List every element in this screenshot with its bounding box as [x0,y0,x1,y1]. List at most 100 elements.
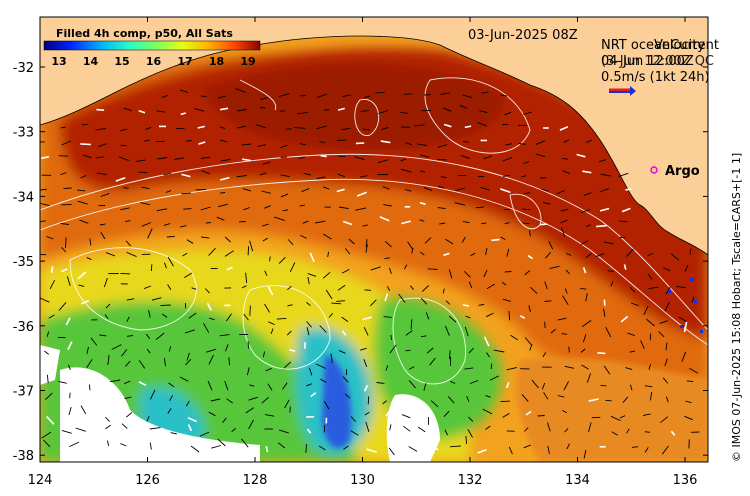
velocity-arrow [163,172,172,176]
velocity-arrow [684,264,689,272]
velocity-arrow [443,123,452,128]
velocity-arrow [40,297,50,303]
velocity-arrow [225,313,232,322]
velocity-arrow [543,202,551,205]
velocity-arrow [389,344,397,354]
velocity-arrow [77,189,86,192]
velocity-arrow [249,240,254,252]
velocity-arrow [605,326,612,338]
velocity-arrow [581,320,592,328]
argo-marks [668,278,703,333]
velocity-arrow [146,348,151,354]
velocity-arrow [419,251,425,256]
velocity-arrow [247,246,250,256]
velocity-arrow [464,326,469,337]
velocity-arrow [483,269,488,278]
velocity-arrow [201,170,211,175]
velocity-arrow [596,224,607,228]
velocity-arrow [582,334,587,343]
velocity-arrow [504,111,512,116]
lon-tick-label: 126 [135,473,160,488]
lat-tick-label: -33 [13,126,34,141]
velocity-arrow [323,233,332,240]
velocity-arrow [99,334,107,337]
velocity-arrow [126,298,135,301]
velocity-arrow [146,416,150,422]
velocity-arrow [684,415,693,421]
velocity-arrow [678,316,687,322]
colorbar: Filled 4h comp, p50, All Sats 13 14 15 16 17… [43,27,261,68]
velocity-arrow [306,383,312,387]
velocity-arrow [644,385,653,388]
velocity-arrow [185,400,190,407]
velocity-arrow [197,125,205,129]
velocity-arrow [228,357,230,366]
velocity-arrow [262,161,271,165]
velocity-arrow [61,429,72,434]
velocity-arrow [629,350,636,353]
velocity-arrow [419,219,425,222]
velocity-arrow [48,314,55,319]
velocity-arrow [365,244,368,253]
velocity-arrow [445,300,451,305]
velocity-arrow [342,376,349,383]
velocity-arrow [126,316,130,322]
velocity-arrow [198,141,206,145]
velocity-arrow [237,125,247,129]
velocity-arrow [566,443,570,450]
velocity-arrow [520,175,527,178]
velocity-arrow [184,272,193,278]
velocity-arrow [508,446,513,455]
velocity-arrow [307,273,317,277]
velocity-arrow [78,284,85,287]
velocity-arrow [220,158,231,162]
velocity-arrow [242,158,251,162]
velocity-arrow [120,144,127,147]
velocity-arrow [148,310,151,318]
velocity-arrow [360,110,369,112]
velocity-arrow [187,424,193,432]
velocity-arrow [280,156,288,159]
velocity-arrow [400,168,412,173]
velocity-arrow [60,172,67,176]
velocity-arrow [182,252,188,257]
velocity-arrow [86,393,92,399]
velocity-arrow [150,264,153,272]
velocity-arrow [438,185,445,189]
velocity-arrow [307,276,310,285]
velocity-arrow [665,396,669,403]
lat-tick-label: -38 [13,449,34,464]
velocity-arrow [462,220,470,224]
velocity-arrow [269,256,271,262]
velocity-arrow [138,109,146,114]
velocity-arrow [610,415,621,422]
velocity-arrow [115,177,126,182]
velocity-arrow [226,398,234,404]
velocity-arrow [200,95,207,98]
velocity-arrow [585,293,588,302]
velocity-arrow [58,380,67,384]
velocity-arrow [219,126,226,129]
velocity-arrow [462,94,472,99]
velocity-arrow [363,95,371,99]
velocity-arrow [486,312,494,318]
legend-arrow-head [630,86,636,96]
velocity-arrow [186,140,192,142]
velocity-arrow [338,206,349,210]
velocity-arrow [600,384,607,387]
velocity-arrow [439,222,446,225]
velocity-arrow [341,269,350,274]
velocity-arrow [523,111,533,115]
velocity-arrow [143,139,150,142]
colorbar-tick-label: 15 [114,55,129,68]
velocity-arrow [619,220,628,223]
velocity-arrow [366,448,377,453]
velocity-arrow [477,121,487,127]
velocity-arrow [338,155,346,158]
velocity-arrow [181,192,192,195]
velocity-arrow [280,174,290,178]
velocity-arrow [376,382,385,384]
velocity-arrow [167,407,172,414]
velocity-arrow [147,228,153,239]
velocity-arrow [105,424,111,430]
